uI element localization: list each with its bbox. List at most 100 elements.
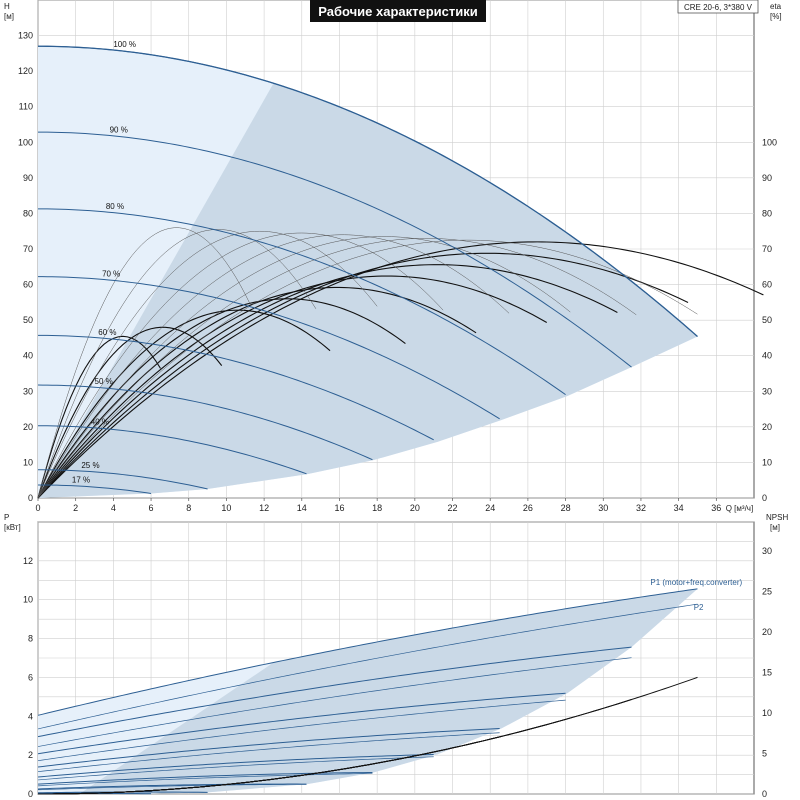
p2-curve-70 [37,732,500,773]
npsh-tick-label: 5 [762,749,767,759]
speed-label-25: 25 % [81,461,99,470]
y-right-tick-label: 70 [762,244,772,254]
dark-power-area [79,588,698,794]
y-tick-label: 60 [23,280,33,290]
x-tick-label: 28 [561,503,571,513]
efficiency-thin-curve [37,239,698,499]
y-tick-label: 90 [23,173,33,183]
dark-operating-area [38,83,698,499]
y-tick-label: 110 [19,102,33,112]
npsh-tick-label: 25 [762,587,772,597]
head-curve-90 [37,131,632,368]
head-curve-40 [37,425,307,475]
p1-curve-100 [37,588,698,716]
p2-curve-50 [37,773,373,787]
max-head-curve [37,45,698,337]
y-right-tick-label: 60 [762,280,772,290]
x-tick-label: 26 [523,503,533,513]
npsh-tick-label: 20 [762,627,772,637]
p-tick-label: 12 [23,556,33,566]
p-tick-label: 2 [28,750,33,760]
npsh-tick-label: 15 [762,668,772,678]
efficiency-curves [37,227,764,499]
x-tick-label: 20 [410,503,420,513]
efficiency-thin-curve [37,227,251,499]
head-curve-17 [37,484,152,494]
p-axis-label: P [4,513,9,522]
speed-label-80: 80 % [106,202,124,211]
x-tick-label: 8 [186,503,191,513]
power-curves: P1 (motor+freq.converter) P2 [37,578,743,795]
p2-curve-60 [37,756,434,781]
pump-model-label: CRE 20-6, 3*380 V [684,3,753,12]
head-axes: 0 2 4 6 8 10 12 14 16 18 20 22 24 26 28 30 32 34 36 Q [м³/ч… [4,2,782,513]
p-tick-label: 0 [28,789,33,799]
y-right-tick-label: 30 [762,386,772,396]
speed-label-70: 70 % [102,269,120,278]
y-tick-label: 0 [28,493,33,503]
x-tick-label: 18 [372,503,382,513]
y-right-axis-label: eta [770,2,782,11]
head-curve-50 [37,384,373,461]
speed-label-100: 100 % [113,40,136,49]
efficiency-curve-25 [37,326,223,499]
x-tick-label: 4 [111,503,116,513]
speed-label-60: 60 % [98,328,116,337]
x-tick-label: 6 [149,503,154,513]
p-axis-unit: [кВт] [4,523,21,532]
y-tick-label: 30 [23,386,33,396]
power-axes: 0 2 4 6 8 10 12 0 5 10 15 20 25 30 P[кВт] NPSH[м] [4,513,788,799]
power-area [38,588,698,794]
y-right-tick-label: 20 [762,422,772,432]
efficiency-curve-100 [37,241,764,499]
y-tick-label: 70 [23,244,33,254]
x-tick-label: 34 [674,503,684,513]
npsh-tick-label: 10 [762,708,772,718]
npsh-tick-label: 30 [762,546,772,556]
p-tick-label: 4 [28,711,33,721]
head-curve-25 [37,469,208,490]
x-tick-label: 10 [221,503,231,513]
head-curve-70 [37,276,500,420]
y-tick-label: 40 [23,351,33,361]
y-tick-label: 100 [18,137,33,147]
x-tick-label: 22 [448,503,458,513]
bottom-chart: P1 (motor+freq.converter) P2 0 2 4 6 8 10 12 0 5 1… [4,513,788,799]
p2-curve-40 [37,783,307,791]
x-tick-label: 24 [485,503,495,513]
title-box [310,0,486,22]
speed-label-90: 90 % [110,125,128,134]
npsh-tick-label: 0 [762,789,767,799]
y-right-tick-label: 90 [762,173,772,183]
efficiency-thin-curve [37,230,378,499]
y-tick-label: 130 [18,31,33,41]
efficiency-thin-curve [37,238,637,499]
x-tick-label: 2 [73,503,78,513]
npsh-axis-label: NPSH [766,513,788,522]
efficiency-curve-50 [37,298,406,499]
p2-curve-80 [37,699,566,762]
y-tick-label: 120 [18,66,33,76]
p2-label: P2 [694,603,704,612]
x-tick-label: 16 [334,503,344,513]
x-tick-label: 30 [598,503,608,513]
head-curves: 100 % 90 % 80 % 70 % 60 % 50 % 40 % 25 % 17 % [37,40,698,494]
p-tick-label: 8 [28,634,33,644]
y-right-tick-label: 100 [762,137,777,147]
x-tick-label: 12 [259,503,269,513]
speed-label-17: 17 % [72,476,90,485]
p1-curve-60 [37,753,434,778]
y-axis-unit: [м] [4,12,14,21]
efficiency-curve-17 [37,335,161,499]
model-box: CRE 20-6, 3*380 V [677,0,759,14]
y-right-tick-label: 50 [762,315,772,325]
y-right-tick-label: 80 [762,208,772,218]
speed-label-40: 40 % [91,418,109,427]
y-tick-label: 80 [23,208,33,218]
efficiency-curve-90 [37,252,689,499]
top-chart: 100 % 90 % 80 % 70 % 60 % 50 % 40 % 25 % 17 % 0 2… [4,0,782,513]
npsh-curve-17 [37,790,152,795]
y-tick-label: 10 [23,457,33,467]
head-curve-60 [37,334,434,441]
